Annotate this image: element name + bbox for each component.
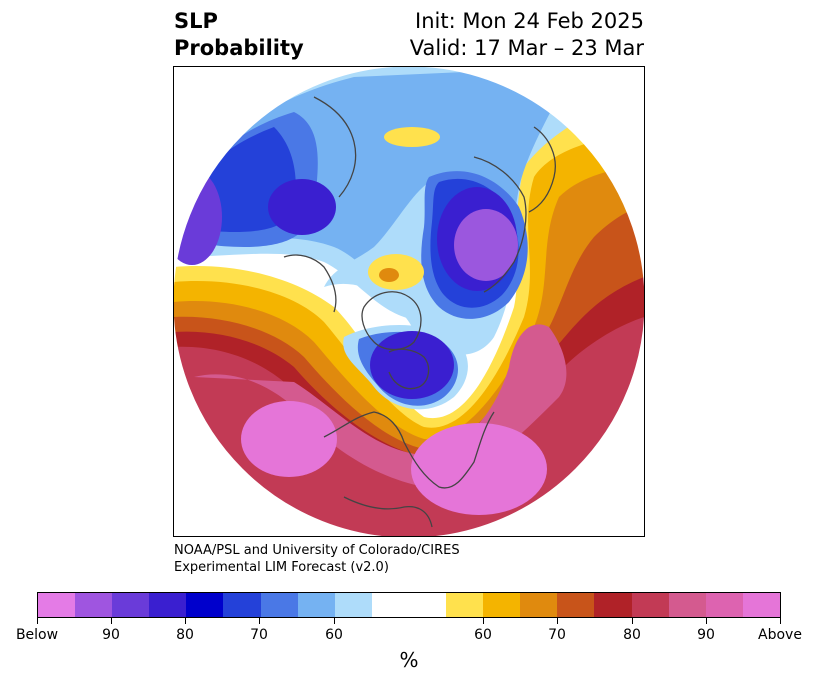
- coast-north-america: [323, 411, 495, 489]
- title-variable: SLP: [174, 9, 218, 33]
- colorbar-segment: [594, 593, 632, 617]
- colorbar-segment: [557, 593, 595, 617]
- colorbar-segment: [668, 593, 706, 617]
- colorbar-tick: [334, 618, 335, 624]
- colorbar-tick: [259, 618, 260, 624]
- init-date: Init: Mon 24 Feb 2025: [415, 9, 644, 33]
- colorbar-tick: [632, 618, 633, 624]
- colorbar-tick: [780, 618, 781, 624]
- colorbar-tick-label: 70: [250, 627, 268, 643]
- coast-alaska: [283, 254, 337, 313]
- above-extreme-atlantic: [411, 423, 547, 515]
- coastlines: [283, 96, 556, 528]
- above-pocket-north: [384, 127, 440, 147]
- coast-scandinavia: [528, 126, 556, 213]
- credit-line-2: Experimental LIM Forecast (v2.0): [174, 560, 389, 575]
- above-extreme-pacific: [241, 401, 337, 477]
- colorbar-segment: [186, 593, 224, 617]
- valid-range: Valid: 17 Mar – 23 Mar: [409, 36, 644, 60]
- colorbar-segment: [297, 593, 335, 617]
- colorbar-segment: [742, 593, 780, 617]
- coast-eurasia: [473, 156, 527, 293]
- credit-text: NOAA/PSL and University of Colorado/CIRE…: [174, 542, 460, 576]
- colorbar-segment: [705, 593, 743, 617]
- colorbar-tick-label: Below: [15, 627, 59, 643]
- colorbar-tick-label: 90: [697, 627, 715, 643]
- colorbar-tick: [185, 618, 186, 624]
- title-quantity: Probability: [174, 36, 304, 60]
- colorbar-segment: [408, 593, 447, 617]
- colorbar-tick: [483, 618, 484, 624]
- colorbar-tick-label: 60: [325, 627, 343, 643]
- colorbar-tick: [111, 618, 112, 624]
- below-80-canada: [370, 331, 454, 399]
- colorbar-segment: [112, 593, 150, 617]
- colorbar-tick-label: Above: [758, 627, 802, 643]
- probability-field: [174, 67, 644, 536]
- colorbar-tick-label: 90: [102, 627, 120, 643]
- colorbar-tick-label: 60: [474, 627, 492, 643]
- colorbar-segment: [260, 593, 298, 617]
- colorbar-tick: [706, 618, 707, 624]
- colorbar-segment: [334, 593, 372, 617]
- colorbar-unit: %: [399, 648, 419, 672]
- below-extreme-center: [454, 209, 518, 281]
- probability-colorbar: [37, 592, 781, 618]
- coast-hudson-bay: [388, 348, 430, 390]
- coast-greenland: [361, 291, 422, 351]
- colorbar-tick-label: 80: [176, 627, 194, 643]
- below-80-west: [268, 179, 336, 235]
- colorbar-tick-label: 80: [623, 627, 641, 643]
- coast-asia-east: [313, 96, 357, 198]
- colorbar-segment: [371, 593, 409, 617]
- above-pocket-arctic-core: [379, 268, 399, 282]
- forecast-dates: Init: Mon 24 Feb 2025 Valid: 17 Mar – 23…: [410, 8, 644, 62]
- coast-gulf: [343, 496, 433, 528]
- colorbar-segment: [75, 593, 113, 617]
- colorbar-segment: [520, 593, 558, 617]
- colorbar-segment: [446, 593, 484, 617]
- colorbar-segment: [483, 593, 521, 617]
- colorbar-tick: [37, 618, 38, 624]
- colorbar-segment: [149, 593, 187, 617]
- colorbar-tick: [557, 618, 558, 624]
- credit-line-1: NOAA/PSL and University of Colorado/CIRE…: [174, 543, 460, 558]
- map-title: SLP Probability: [174, 8, 304, 62]
- colorbar-tick-label: 70: [548, 627, 566, 643]
- colorbar-segment: [631, 593, 669, 617]
- polar-map: [173, 66, 645, 537]
- colorbar-segment: [38, 593, 76, 617]
- colorbar-segment: [223, 593, 261, 617]
